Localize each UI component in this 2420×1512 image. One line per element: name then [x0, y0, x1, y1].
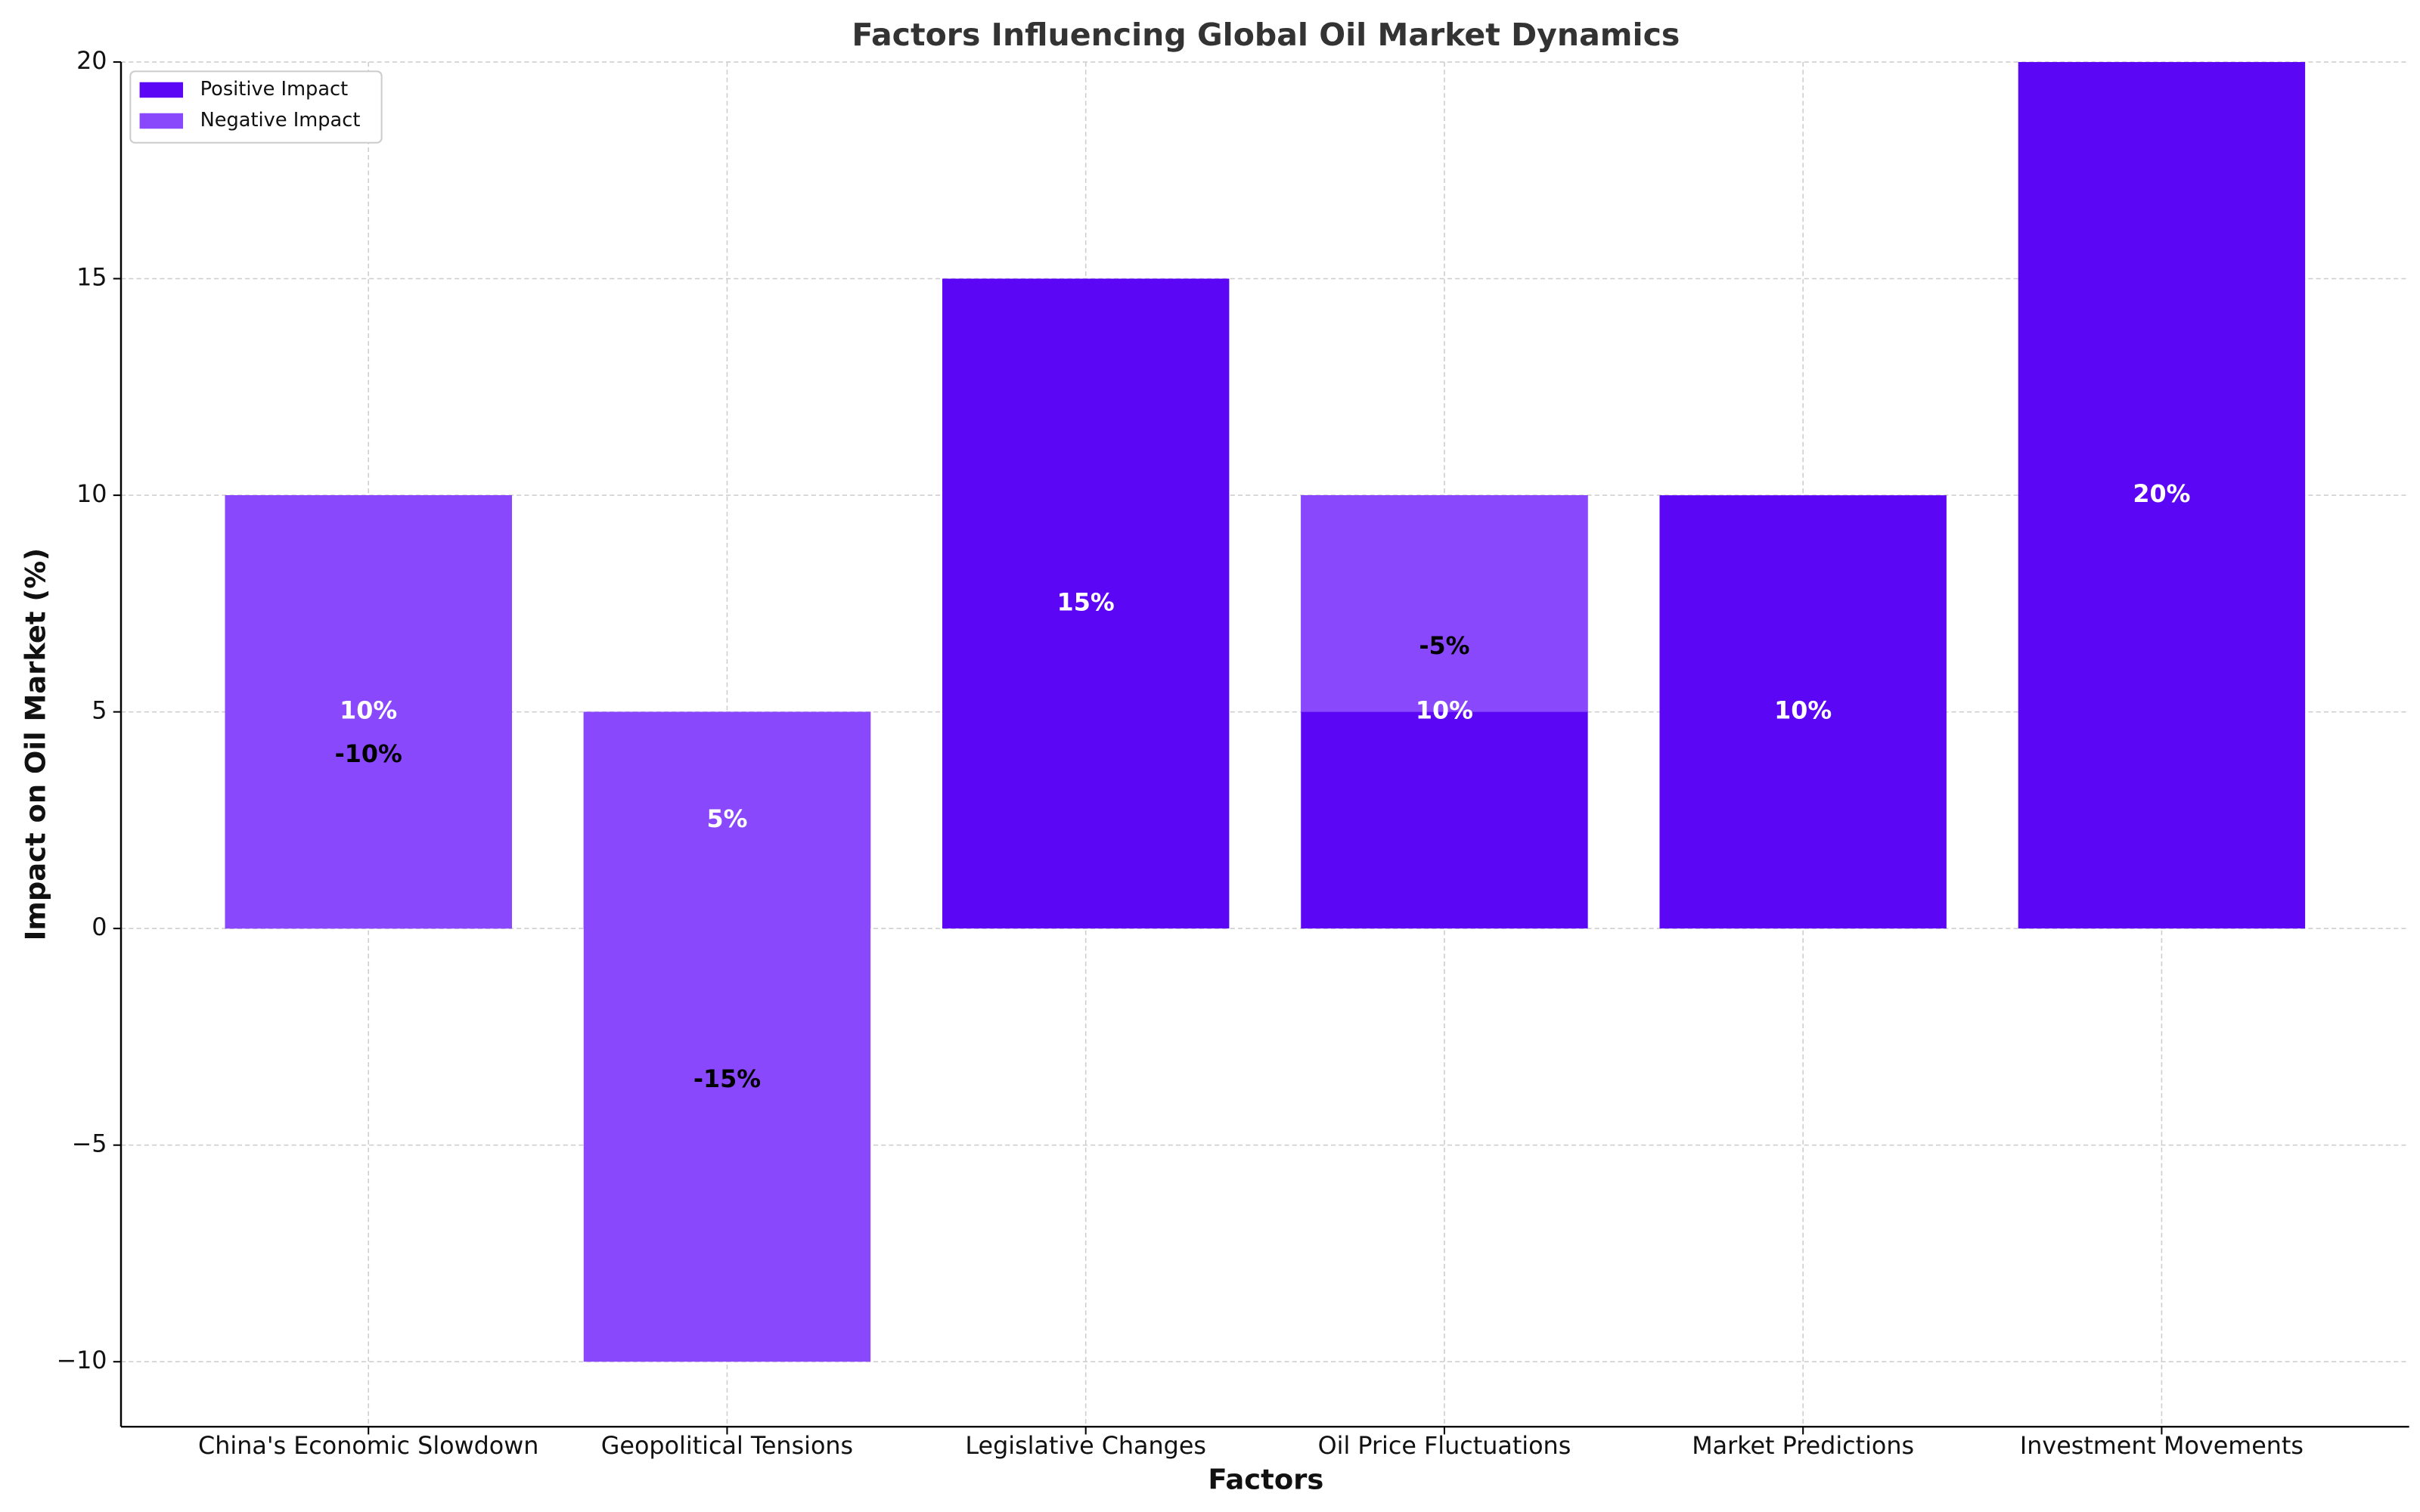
legend: Positive Impact Negative Impact — [129, 70, 383, 144]
bar — [2018, 62, 2306, 929]
y-axis-label: Impact on Oil Market (%) — [20, 548, 52, 940]
y-tick-label: 15 — [76, 264, 107, 292]
bar — [583, 711, 871, 1362]
x-axis-label: Factors — [1208, 1463, 1323, 1495]
x-tick-label: Market Predictions — [1692, 1432, 1914, 1460]
legend-box — [129, 70, 383, 144]
y-tick-label: −5 — [72, 1130, 107, 1158]
x-tick-label: Oil Price Fluctuations — [1318, 1432, 1571, 1460]
data-label: 10% — [1774, 697, 1832, 725]
y-tick-label: −10 — [56, 1346, 107, 1374]
legend-swatch — [139, 82, 184, 98]
legend-swatch — [139, 113, 184, 129]
x-tick-label: China's Economic Slowdown — [198, 1432, 538, 1460]
legend-label: Negative Impact — [200, 109, 361, 132]
data-label: 10% — [1416, 697, 1473, 725]
data-label: 5% — [706, 805, 747, 833]
data-label: 15% — [1057, 588, 1115, 616]
x-tick-label: Legislative Changes — [965, 1432, 1206, 1460]
bar — [225, 495, 512, 929]
y-tick-label: 0 — [92, 913, 107, 941]
x-tick-label: Geopolitical Tensions — [601, 1432, 853, 1460]
bar — [942, 278, 1230, 929]
legend-label: Positive Impact — [200, 78, 349, 101]
y-tick-label: 10 — [76, 480, 107, 508]
y-tick-label: 20 — [76, 47, 107, 75]
chart-title: Factors Influencing Global Oil Market Dy… — [852, 17, 1680, 53]
data-label: -15% — [693, 1065, 761, 1093]
data-label: 20% — [2133, 480, 2190, 508]
bar — [1301, 495, 1588, 712]
data-label: 10% — [340, 697, 397, 725]
data-label: -10% — [335, 740, 402, 768]
y-tick-label: 5 — [92, 697, 107, 725]
bar — [1659, 495, 1947, 929]
x-tick-label: Investment Movements — [2020, 1432, 2304, 1460]
data-label: -5% — [1419, 632, 1469, 660]
